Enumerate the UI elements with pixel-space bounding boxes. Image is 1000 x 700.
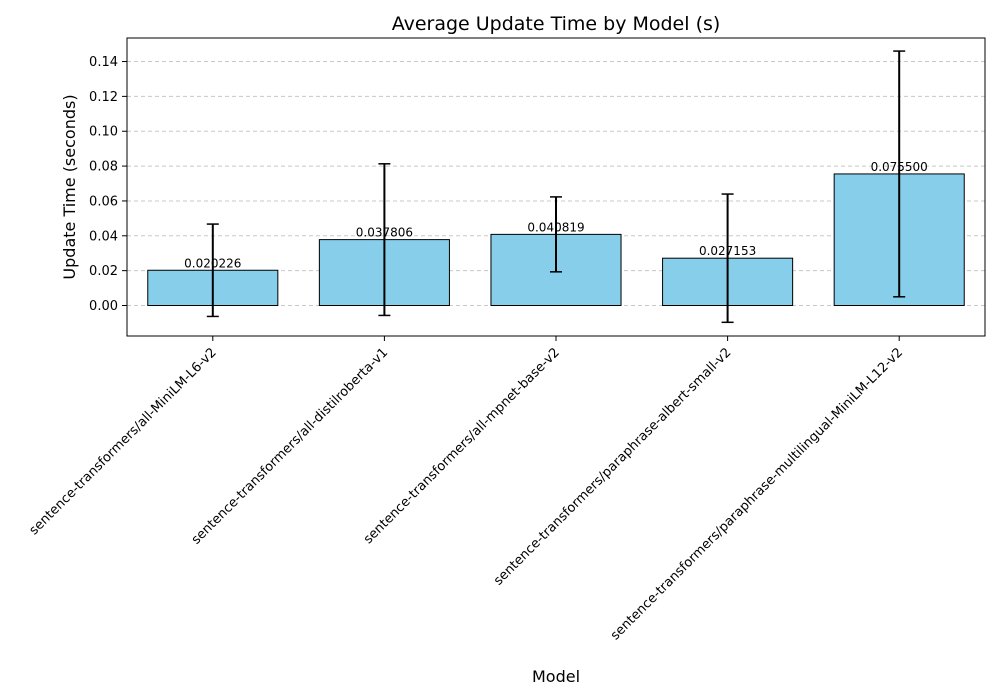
y-tick-label: 0.10 <box>89 125 118 140</box>
error-bar <box>893 50 906 298</box>
y-tick-label: 0.04 <box>89 229 118 244</box>
error-bar <box>206 223 219 318</box>
bar-value-label: 0.075500 <box>871 160 928 174</box>
chart-title: Average Update Time by Model (s) <box>392 13 721 35</box>
error-bar <box>721 193 734 324</box>
y-tick-label: 0.00 <box>89 299 118 314</box>
y-tick-label: 0.14 <box>89 55 118 70</box>
x-tick-label: sentence-transformers/paraphrase-multili… <box>608 345 906 643</box>
error-bars <box>206 50 906 324</box>
y-axis-ticks: 0.00 0.02 0.04 0.06 0.08 0.10 0.12 0.14 <box>89 55 127 314</box>
error-bar <box>378 163 391 317</box>
x-axis-ticks: sentence-transformers/all-MiniLM-L6-v2se… <box>27 336 906 643</box>
error-bar <box>550 196 562 273</box>
y-tick-label: 0.12 <box>89 90 118 105</box>
bar-value-labels: 0.020226 0.037806 0.040819 0.027153 0.075500 <box>184 160 928 270</box>
bar-value-label: 0.027153 <box>699 244 756 258</box>
y-tick-label: 0.02 <box>89 264 118 279</box>
bar-value-label: 0.040819 <box>527 220 584 234</box>
y-axis-title: Update Time (seconds) <box>60 94 79 279</box>
x-tick-label: sentence-transformers/all-MiniLM-L6-v2 <box>27 345 220 538</box>
x-tick-label: sentence-transformers/all-distilroberta-… <box>189 345 391 547</box>
bar-value-label: 0.037806 <box>356 226 413 240</box>
x-axis-title: Model <box>532 667 580 686</box>
y-tick-label: 0.08 <box>89 160 118 175</box>
bar-value-label: 0.020226 <box>184 256 241 270</box>
x-tick-label: sentence-transformers/all-mpnet-base-v2 <box>361 345 563 547</box>
y-tick-label: 0.06 <box>89 194 118 209</box>
